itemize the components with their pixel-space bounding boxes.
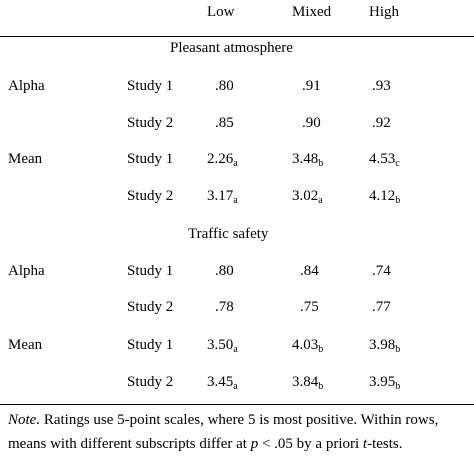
cell-low: .78: [215, 299, 234, 315]
cell-high: 4.12b: [369, 188, 401, 206]
row-study: Study 2: [127, 115, 174, 131]
cell-low: 3.50a: [207, 337, 238, 355]
row-measure: Alpha: [8, 78, 45, 94]
header-rule: [0, 36, 474, 37]
cell-low: 2.26a: [207, 151, 238, 169]
cell-high: .92: [372, 115, 391, 131]
row-study: Study 2: [127, 374, 174, 390]
row-study: Study 1: [127, 78, 174, 94]
row-study: Study 1: [127, 337, 174, 353]
row-measure: Mean: [8, 151, 43, 167]
column-header-low: Low: [207, 4, 235, 20]
cell-mixed: 3.02a: [292, 188, 323, 206]
cell-low: .80: [215, 263, 234, 279]
row-study: Study 2: [127, 299, 174, 315]
cell-mixed: .84: [300, 263, 319, 279]
cell-high: 4.53c: [369, 151, 400, 169]
note-line-2: means with different subscripts differ a…: [8, 436, 403, 452]
cell-high: 3.98b: [369, 337, 401, 355]
cell-low: 3.17a: [207, 188, 238, 206]
cell-mixed: 3.84b: [292, 374, 324, 392]
section-title-pleasant-atmosphere: Pleasant atmosphere: [170, 40, 293, 56]
row-measure: Mean: [8, 337, 43, 353]
column-header-high: High: [369, 4, 399, 20]
cell-high: .93: [372, 78, 391, 94]
cell-low: 3.45a: [207, 374, 238, 392]
row-study: Study 1: [127, 151, 174, 167]
cell-high: 3.95b: [369, 374, 401, 392]
cell-mixed: 4.03b: [292, 337, 324, 355]
cell-high: .77: [372, 299, 391, 315]
cell-low: .80: [215, 78, 234, 94]
table-note: Note. Ratings use 5-point scales, where …: [8, 408, 438, 456]
note-line-1: Note. Ratings use 5-point scales, where …: [8, 412, 439, 428]
cell-mixed: .91: [302, 78, 321, 94]
note-label: Note.: [8, 412, 41, 428]
cell-mixed: .90: [302, 115, 321, 131]
cell-mixed: 3.48b: [292, 151, 324, 169]
cell-mixed: .75: [300, 299, 319, 315]
cell-low: .85: [215, 115, 234, 131]
column-header-mixed: Mixed: [292, 4, 332, 20]
cell-high: .74: [372, 263, 391, 279]
row-study: Study 1: [127, 263, 174, 279]
bottom-rule: [0, 404, 474, 405]
row-study: Study 2: [127, 188, 174, 204]
row-measure: Alpha: [8, 263, 45, 279]
section-title-traffic-safety: Traffic safety: [188, 226, 269, 242]
